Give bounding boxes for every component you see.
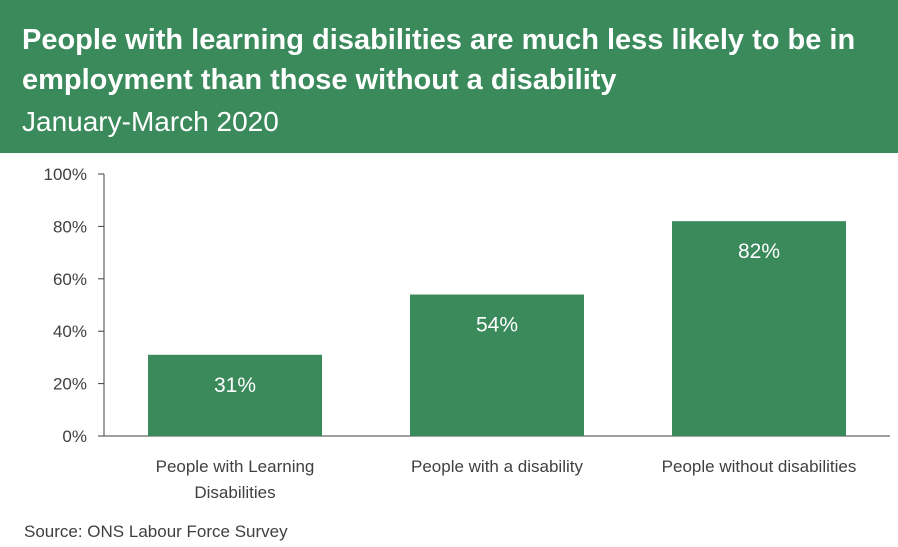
x-tick-label: People without disabilities	[662, 457, 857, 476]
bar	[148, 354, 322, 436]
source-note: Source: ONS Labour Force Survey	[24, 522, 288, 541]
data-label: 54%	[476, 314, 518, 337]
bar	[672, 221, 846, 436]
bar-chart: 0% 20% 40% 60% 80% 100% 31% People with Learnin…	[44, 165, 890, 502]
x-tick-label: Disabilities	[194, 483, 275, 502]
y-tick-label: 20%	[53, 375, 87, 394]
y-tick-label: 100%	[44, 165, 87, 184]
x-tick-label: People with Learning	[156, 457, 315, 476]
x-tick-label: People with a disability	[411, 457, 583, 476]
data-label: 31%	[214, 374, 256, 397]
y-tick-label: 60%	[53, 270, 87, 289]
chart-title: People with learning disabilities are mu…	[22, 24, 856, 96]
y-tick-label: 40%	[53, 322, 87, 341]
y-tick-label: 0%	[62, 427, 87, 446]
y-tick-label: 80%	[53, 217, 87, 236]
bar	[410, 294, 584, 436]
chart-subtitle: January-March 2020	[22, 106, 279, 137]
data-label: 82%	[738, 240, 780, 263]
chart-header: People with learning disabilities are mu…	[0, 0, 898, 153]
